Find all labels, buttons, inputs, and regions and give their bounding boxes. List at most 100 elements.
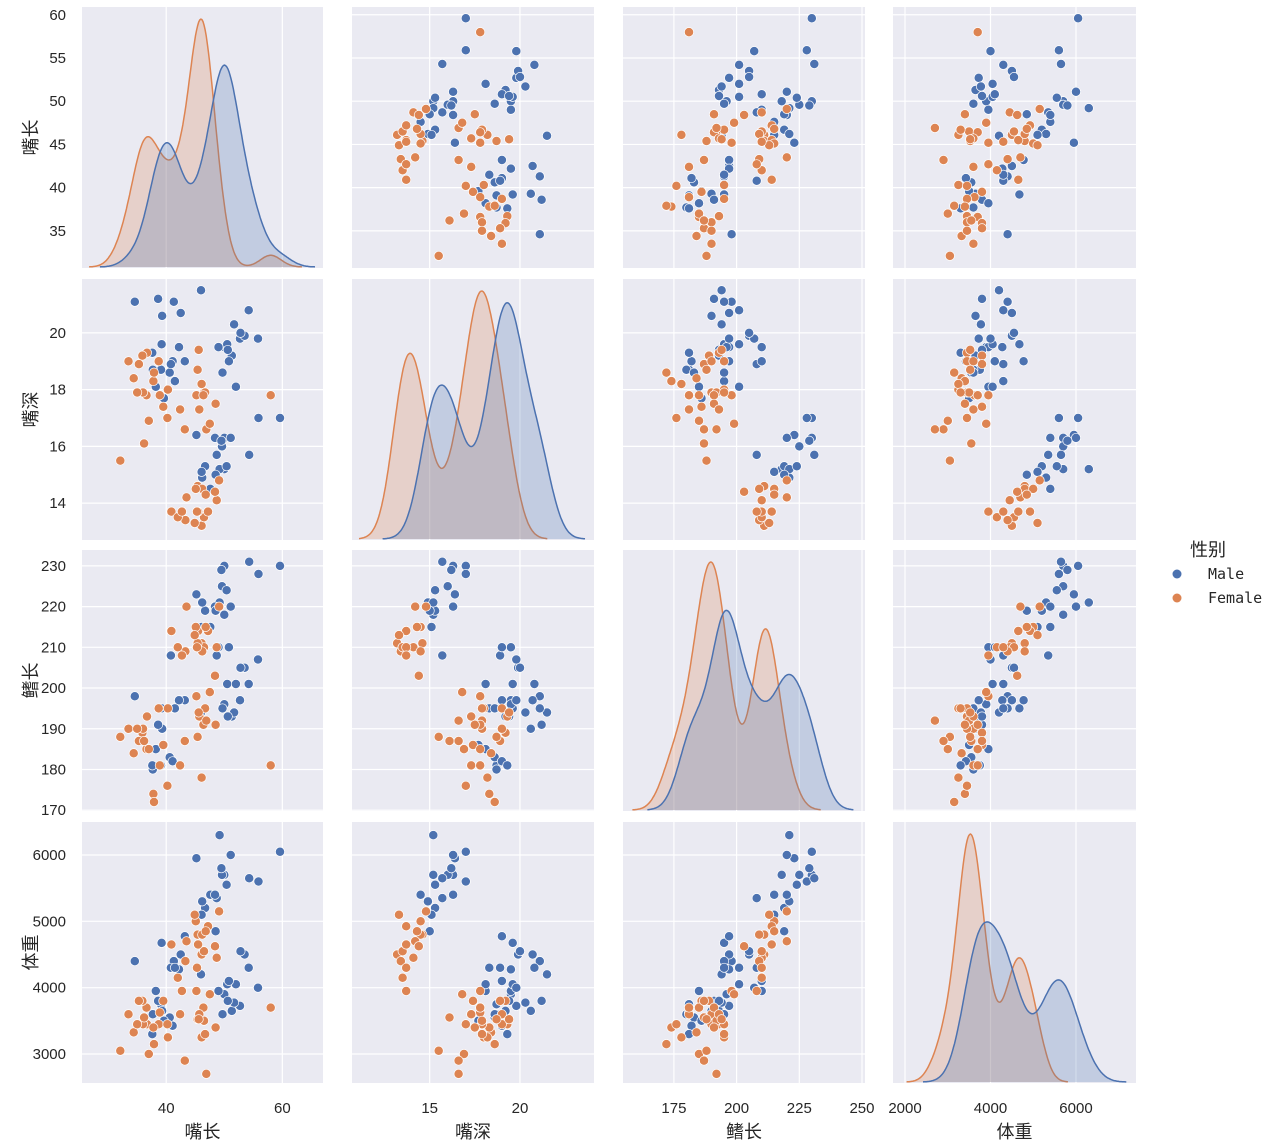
point-female	[769, 926, 780, 937]
y-tick-label: 35	[49, 223, 66, 240]
y-tick-label: 55	[49, 50, 66, 67]
point-female	[417, 638, 428, 649]
point-female	[944, 455, 955, 466]
point-male	[998, 679, 1009, 689]
point-male	[804, 100, 815, 111]
point-male	[1045, 622, 1056, 632]
point-female	[477, 1015, 487, 1026]
point-female	[977, 359, 987, 370]
point-female	[199, 946, 209, 957]
point-female	[495, 223, 506, 234]
point-female	[397, 972, 408, 983]
point-female	[684, 1002, 694, 1013]
point-male	[1043, 449, 1054, 460]
point-female	[143, 744, 154, 755]
kde-line-male	[647, 609, 854, 811]
point-male	[196, 285, 206, 296]
point-female	[466, 760, 477, 771]
point-female	[699, 215, 709, 226]
point-female	[1021, 489, 1032, 500]
point-male	[253, 982, 263, 993]
point-male	[446, 863, 457, 874]
point-female	[204, 418, 215, 429]
point-female	[415, 646, 426, 657]
point-male	[1062, 435, 1073, 446]
point-female	[137, 350, 148, 361]
point-male	[756, 342, 767, 353]
point-female	[754, 483, 765, 494]
point-male	[997, 695, 1008, 706]
point-male	[719, 169, 730, 180]
point-female	[179, 736, 190, 746]
point-male	[235, 946, 246, 957]
point-female	[176, 986, 187, 996]
point-male	[253, 569, 264, 579]
point-female	[781, 475, 792, 486]
point-female	[962, 413, 972, 423]
point-female	[1019, 646, 1030, 657]
point-female	[719, 1029, 730, 1040]
point-male	[437, 107, 448, 118]
point-male	[221, 879, 232, 890]
point-male	[769, 466, 780, 477]
point-male	[197, 597, 208, 608]
point-male	[426, 622, 437, 632]
point-female	[149, 367, 159, 378]
point-male	[714, 91, 724, 101]
point-male	[719, 962, 730, 973]
point-male	[253, 413, 264, 423]
legend-title: 性别	[1190, 540, 1226, 561]
point-female	[413, 941, 424, 952]
y-tick-label: 4000	[33, 980, 66, 997]
panel-background	[893, 550, 1136, 811]
point-male	[179, 356, 190, 367]
point-female	[1013, 174, 1024, 185]
point-male	[719, 376, 730, 387]
point-male	[975, 81, 986, 92]
point-female	[401, 939, 412, 950]
point-female	[968, 404, 979, 415]
legend: 性别 Male Female	[1172, 540, 1262, 607]
point-female	[460, 180, 471, 191]
point-female	[983, 650, 994, 661]
point-male	[525, 188, 536, 199]
point-male	[809, 59, 820, 69]
panel-鳍长-vs-嘴长	[82, 550, 323, 811]
point-male	[235, 662, 246, 673]
point-female	[504, 134, 515, 145]
point-female	[189, 909, 200, 920]
point-female	[929, 123, 940, 133]
point-female	[949, 200, 960, 211]
point-female	[143, 1049, 154, 1059]
x-tick-label: 60	[274, 1100, 291, 1117]
point-male	[229, 319, 240, 330]
point-female	[981, 418, 992, 429]
point-male	[216, 565, 227, 575]
point-female	[466, 161, 477, 172]
x-axis-label: 嘴长	[185, 1122, 221, 1143]
point-female	[457, 117, 468, 128]
point-female	[729, 418, 740, 429]
point-male	[1045, 483, 1056, 494]
point-male	[437, 59, 448, 69]
point-female	[401, 650, 412, 661]
point-female	[719, 356, 730, 367]
y-axis-label: 嘴长	[21, 120, 42, 156]
point-male	[480, 679, 491, 689]
y-tick-label: 45	[49, 136, 66, 153]
point-female	[942, 415, 953, 426]
point-male	[244, 873, 255, 884]
point-female	[142, 711, 152, 722]
point-male	[749, 46, 760, 57]
point-female	[701, 455, 712, 466]
point-female	[176, 506, 187, 517]
point-male	[686, 173, 697, 184]
point-male	[216, 435, 227, 446]
point-female	[781, 936, 792, 947]
point-female	[929, 424, 940, 435]
legend-label-male: Male	[1208, 565, 1244, 583]
point-female	[153, 703, 164, 714]
point-female	[477, 225, 487, 236]
point-male	[744, 327, 755, 338]
point-male	[167, 756, 178, 767]
